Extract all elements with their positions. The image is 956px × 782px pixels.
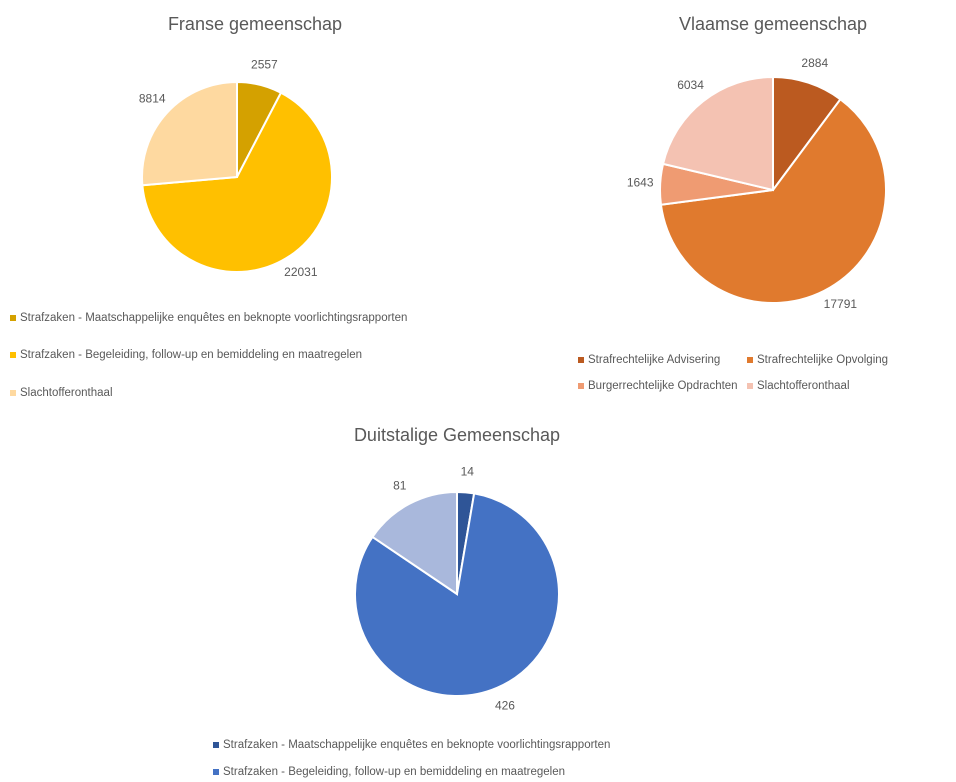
pie-slice bbox=[659, 97, 887, 304]
data-label: 426 bbox=[495, 698, 515, 712]
chart-title: Vlaamse gemeenschap bbox=[679, 14, 867, 34]
chart-title: Franse gemeenschap bbox=[168, 14, 342, 34]
legend-swatch bbox=[578, 383, 584, 389]
legend-swatch bbox=[747, 383, 753, 389]
legend-swatch bbox=[747, 357, 753, 363]
legend-swatch bbox=[10, 352, 16, 358]
data-label: 22031 bbox=[284, 265, 318, 279]
legend-swatch bbox=[10, 315, 16, 321]
legend-label: Strafrechtelijke Opvolging bbox=[757, 354, 888, 366]
legend-label: Slachtofferonthaal bbox=[757, 380, 850, 392]
legend-label: Strafzaken - Begeleiding, follow-up en b… bbox=[20, 349, 362, 361]
legend-label: Burgerrechtelijke Opdrachten bbox=[588, 380, 738, 392]
pie-slice bbox=[141, 80, 238, 187]
data-label: 14 bbox=[461, 465, 475, 479]
data-label: 2557 bbox=[251, 57, 278, 71]
chart-title: Duitstalige Gemeenschap bbox=[354, 425, 560, 445]
legend-label: Slachtofferonthaal bbox=[20, 387, 113, 399]
data-label: 6034 bbox=[677, 78, 704, 92]
pie-slice bbox=[661, 75, 774, 192]
legend-label: Strafrechtelijke Advisering bbox=[588, 354, 720, 366]
legend-label: Strafzaken - Maatschappelijke enquêtes e… bbox=[223, 739, 610, 751]
legend-swatch bbox=[213, 742, 219, 748]
data-label: 2884 bbox=[801, 56, 828, 70]
legend-swatch bbox=[213, 769, 219, 775]
data-label: 8814 bbox=[139, 91, 166, 105]
data-label: 17791 bbox=[824, 297, 858, 311]
pie-slice bbox=[371, 490, 458, 596]
pie-slice bbox=[772, 75, 842, 194]
data-label: 1643 bbox=[627, 175, 654, 189]
pie-slice bbox=[141, 91, 333, 273]
legend-label: Strafzaken - Begeleiding, follow-up en b… bbox=[223, 766, 565, 778]
legend-swatch bbox=[578, 357, 584, 363]
legend-label: Strafzaken - Maatschappelijke enquêtes e… bbox=[20, 312, 407, 324]
legend-swatch bbox=[10, 390, 16, 396]
data-label: 81 bbox=[393, 478, 407, 492]
